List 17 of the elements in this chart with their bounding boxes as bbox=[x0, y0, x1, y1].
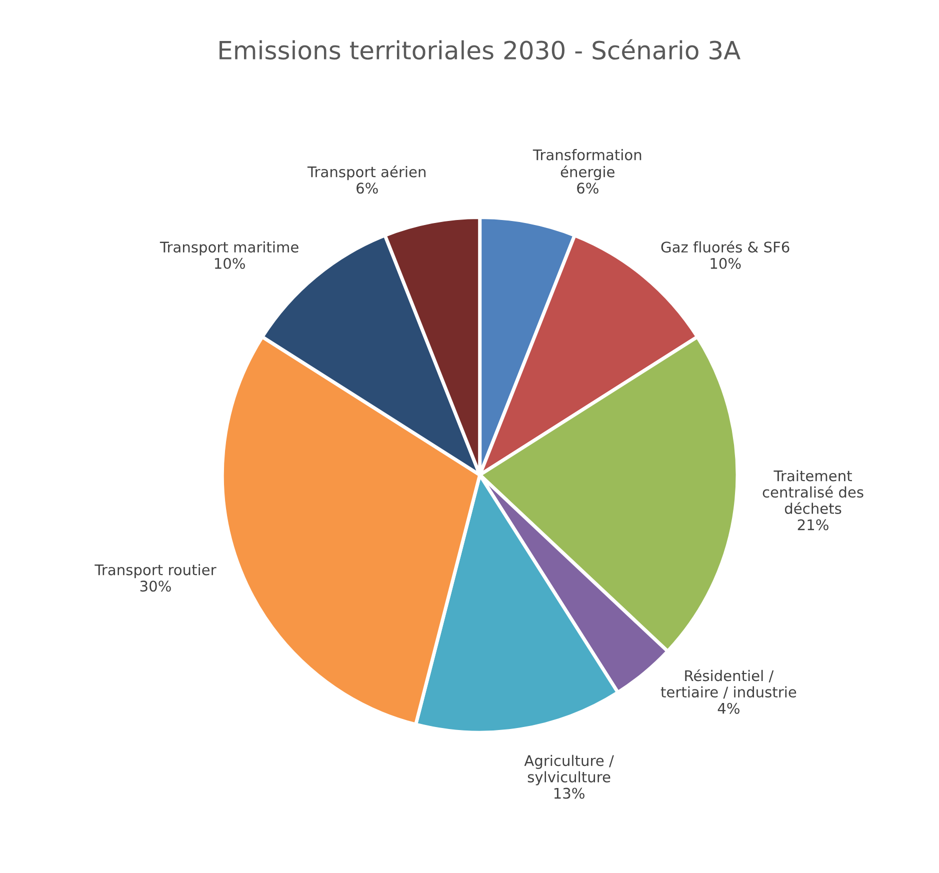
chart-title: Emissions territoriales 2030 - Scénario 3A bbox=[220, 39, 740, 60]
slice-label: Résidentiel / tertiaire / industrie bbox=[660, 669, 796, 699]
slice-label: Transport routier bbox=[94, 564, 216, 578]
slice-label: Agriculture / sylviculture bbox=[524, 754, 614, 786]
data-label: 30% bbox=[140, 580, 171, 592]
slice-label: Transport maritime bbox=[160, 241, 298, 256]
data-label: 10% bbox=[214, 258, 245, 269]
data-label: 10% bbox=[710, 258, 741, 269]
data-label: 21% bbox=[798, 519, 828, 530]
slice-label: Gaz fluorés & SF6 bbox=[661, 240, 790, 253]
data-label: 6% bbox=[356, 182, 378, 194]
data-label: 13% bbox=[554, 788, 584, 799]
slice-label: Traitement centralisé des déchets bbox=[762, 470, 864, 514]
data-label: 6% bbox=[577, 182, 598, 194]
slice-label: Transport aérien bbox=[307, 165, 426, 180]
data-label: 4% bbox=[718, 702, 740, 714]
slice-label: Transformation énergie bbox=[532, 149, 642, 180]
